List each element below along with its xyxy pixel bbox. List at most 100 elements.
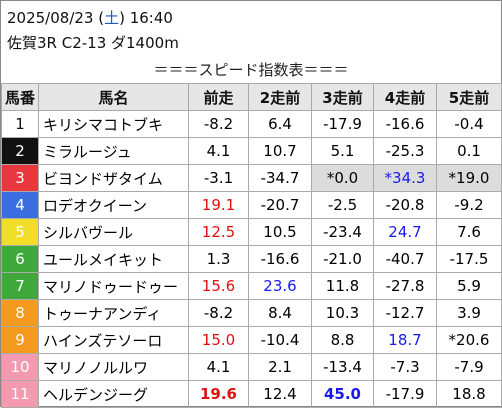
horse-name: マリノノルルワ bbox=[38, 353, 189, 381]
speed-index: -20.7 bbox=[248, 191, 312, 219]
speed-index: 15.0 bbox=[188, 326, 249, 354]
horse-name: ミラルージュ bbox=[38, 137, 189, 165]
speed-index: 19.6 bbox=[188, 380, 249, 408]
speed-index: 10.3 bbox=[311, 299, 374, 327]
speed-index: -0.4 bbox=[436, 110, 502, 138]
header-row: 馬番 馬名 前走 2走前 3走前 4走前 5走前 bbox=[1, 83, 502, 111]
speed-index: -7.3 bbox=[373, 353, 437, 381]
date: 2025/08/23 ( bbox=[7, 9, 105, 27]
speed-index: 12.4 bbox=[248, 380, 312, 408]
horse-number: 3 bbox=[1, 164, 39, 192]
horse-number: 11 bbox=[1, 380, 39, 408]
speed-index: -34.7 bbox=[248, 164, 312, 192]
speed-index: -17.9 bbox=[311, 110, 374, 138]
speed-index: 0.1 bbox=[436, 137, 502, 165]
speed-index: -25.3 bbox=[373, 137, 437, 165]
horse-number: 8 bbox=[1, 299, 39, 327]
speed-table: 馬番 馬名 前走 2走前 3走前 4走前 5走前 1 キリシマコトブキ -8.2 6.4 -17.9… bbox=[1, 83, 502, 408]
speed-index: 18.8 bbox=[436, 380, 502, 408]
table-title: ＝＝＝スピード指数表＝＝＝ bbox=[153, 61, 349, 79]
column-header: 2走前 bbox=[248, 83, 312, 111]
speed-index: 3.9 bbox=[436, 299, 502, 327]
weekday: 土 bbox=[104, 9, 120, 27]
speed-index: *0.0 bbox=[311, 164, 374, 192]
speed-index: -10.4 bbox=[248, 326, 312, 354]
speed-index: 19.1 bbox=[188, 191, 249, 219]
speed-index: -23.4 bbox=[311, 218, 374, 246]
table-row: 9 ハインズテソーロ 15.0 -10.4 8.8 18.7 *20.6 bbox=[1, 326, 502, 354]
speed-index: *20.6 bbox=[436, 326, 502, 354]
speed-index: 2.1 bbox=[248, 353, 312, 381]
table-row: 11 ヘルデンジーグ 19.6 12.4 45.0 -17.9 18.8 bbox=[1, 380, 502, 408]
speed-index: -7.9 bbox=[436, 353, 502, 381]
horse-number: 2 bbox=[1, 137, 39, 165]
speed-index: -17.9 bbox=[373, 380, 437, 408]
speed-index: 11.8 bbox=[311, 272, 374, 300]
horse-name: ユールメイキット bbox=[38, 245, 189, 273]
speed-index: 5.1 bbox=[311, 137, 374, 165]
column-header: 4走前 bbox=[373, 83, 437, 111]
speed-index: -13.4 bbox=[311, 353, 374, 381]
column-header: 3走前 bbox=[311, 83, 374, 111]
column-header: 馬番 bbox=[1, 83, 39, 111]
speed-index: -21.0 bbox=[311, 245, 374, 273]
column-header: 前走 bbox=[188, 83, 249, 111]
horse-name: キリシマコトブキ bbox=[38, 110, 189, 138]
speed-index: 6.4 bbox=[248, 110, 312, 138]
speed-index: -27.8 bbox=[373, 272, 437, 300]
date-line: 2025/08/23 (土) 16:40 bbox=[7, 7, 173, 28]
speed-index: 15.6 bbox=[188, 272, 249, 300]
speed-index: 7.6 bbox=[436, 218, 502, 246]
horse-name: ロデオクイーン bbox=[38, 191, 189, 219]
table-row: 7 マリノドゥードゥー 15.6 23.6 11.8 -27.8 5.9 bbox=[1, 272, 502, 300]
speed-index: 4.1 bbox=[188, 353, 249, 381]
column-header: 馬名 bbox=[38, 83, 189, 111]
table-row: 3 ビヨンドザタイム -3.1 -34.7 *0.0 *34.3 *19.0 bbox=[1, 164, 502, 192]
horse-number: 6 bbox=[1, 245, 39, 273]
horse-number: 9 bbox=[1, 326, 39, 354]
race-info: 佐賀3R C2-13 ダ1400m bbox=[7, 34, 179, 52]
speed-index: 24.7 bbox=[373, 218, 437, 246]
speed-index: -12.7 bbox=[373, 299, 437, 327]
horse-name: トゥーナアンディ bbox=[38, 299, 189, 327]
speed-index: -40.7 bbox=[373, 245, 437, 273]
speed-index: 4.1 bbox=[188, 137, 249, 165]
speed-index: -16.6 bbox=[248, 245, 312, 273]
speed-index: -2.5 bbox=[311, 191, 374, 219]
horse-number: 1 bbox=[1, 110, 39, 138]
horse-name: マリノドゥードゥー bbox=[38, 272, 189, 300]
table-row: 1 キリシマコトブキ -8.2 6.4 -17.9 -16.6 -0.4 bbox=[1, 110, 502, 138]
horse-name: ビヨンドザタイム bbox=[38, 164, 189, 192]
speed-index: 45.0 bbox=[311, 380, 374, 408]
speed-index: -20.8 bbox=[373, 191, 437, 219]
speed-index: 10.7 bbox=[248, 137, 312, 165]
horse-name: シルバヴール bbox=[38, 218, 189, 246]
speed-index: 12.5 bbox=[188, 218, 249, 246]
speed-index: *19.0 bbox=[436, 164, 502, 192]
speed-index: 5.9 bbox=[436, 272, 502, 300]
horse-number: 7 bbox=[1, 272, 39, 300]
table-row: 8 トゥーナアンディ -8.2 8.4 10.3 -12.7 3.9 bbox=[1, 299, 502, 327]
table-row: 4 ロデオクイーン 19.1 -20.7 -2.5 -20.8 -9.2 bbox=[1, 191, 502, 219]
speed-index: -3.1 bbox=[188, 164, 249, 192]
horse-name: ヘルデンジーグ bbox=[38, 380, 189, 408]
column-header: 5走前 bbox=[436, 83, 502, 111]
horse-number: 5 bbox=[1, 218, 39, 246]
speed-index: 1.3 bbox=[188, 245, 249, 273]
speed-index: 23.6 bbox=[248, 272, 312, 300]
speed-index: 8.4 bbox=[248, 299, 312, 327]
table-row: 6 ユールメイキット 1.3 -16.6 -21.0 -40.7 -17.5 bbox=[1, 245, 502, 273]
speed-index: -8.2 bbox=[188, 110, 249, 138]
table-row: 10 マリノノルルワ 4.1 2.1 -13.4 -7.3 -7.9 bbox=[1, 353, 502, 381]
speed-index: *34.3 bbox=[373, 164, 437, 192]
speed-index: 10.5 bbox=[248, 218, 312, 246]
table-body: 1 キリシマコトブキ -8.2 6.4 -17.9 -16.6 -0.4 2 ミラルージュ 4.1… bbox=[1, 110, 502, 408]
horse-number: 10 bbox=[1, 353, 39, 381]
horse-number: 4 bbox=[1, 191, 39, 219]
speed-index: 18.7 bbox=[373, 326, 437, 354]
table-row: 2 ミラルージュ 4.1 10.7 5.1 -25.3 0.1 bbox=[1, 137, 502, 165]
table-row: 5 シルバヴール 12.5 10.5 -23.4 24.7 7.6 bbox=[1, 218, 502, 246]
speed-index: -16.6 bbox=[373, 110, 437, 138]
speed-index: 8.8 bbox=[311, 326, 374, 354]
